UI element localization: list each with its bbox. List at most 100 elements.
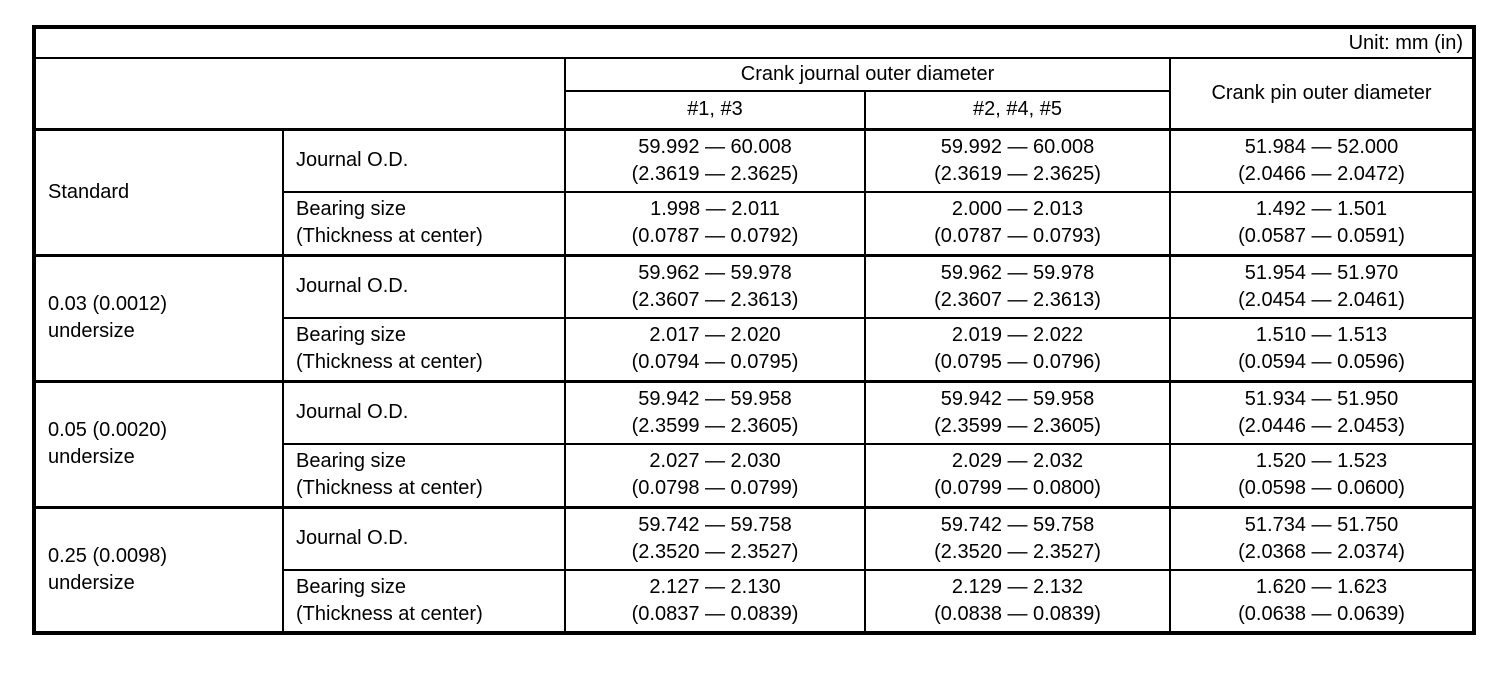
unit-label: Unit: mm (in) (32, 26, 1476, 59)
value-mm-line: 51.954 — 51.970 (1244, 261, 1399, 284)
spec-table-container: Unit: mm (in) Crank journal outer diamet… (32, 25, 1504, 635)
cell-journal-od-j245: 59.992 — 60.008 (2.3619 — 2.3625) (864, 128, 1171, 193)
value-in-line: (2.3520 — 2.3527) (934, 540, 1101, 563)
cell-bearing-pin: 1.620 — 1.623 (0.0638 — 0.0639) (1168, 569, 1476, 634)
value-in-line: (2.3607 — 2.3613) (631, 288, 799, 311)
table-row: Bearing size (Thickness at center) 2.127… (34, 569, 1476, 634)
cell-bearing-j13: 1.998 — 2.011 (0.0787 — 0.0792) (564, 191, 866, 257)
cell-journal-od-pin: 51.984 — 52.000 (2.0466 — 2.0472) (1168, 128, 1476, 193)
table-row: 0.05 (0.0020) undersize Journal O.D. 59.… (33, 380, 1476, 509)
value-mm-line: 2.129 — 2.132 (951, 576, 1084, 598)
cell-bearing-j245: 2.029 — 2.032 (0.0799 — 0.0800) (864, 443, 1171, 509)
value-in-line: (2.0454 — 2.0461) (1238, 288, 1405, 311)
value-mm-line: 2.027 — 2.030 (649, 450, 781, 473)
value-mm-line: 2.127 — 2.130 (649, 576, 781, 598)
value-mm-line: 59.962 — 59.978 (940, 261, 1095, 284)
value-in-line: (0.0837 — 0.0839) (631, 603, 799, 625)
value-in-line: (2.3599 — 2.3605) (631, 414, 799, 437)
size-label-003-undersize: 0.03 (0.0012) undersize (33, 254, 284, 383)
cell-journal-od-j245: 59.962 — 59.978 (2.3607 — 2.3613) (864, 254, 1171, 319)
cell-bearing-j245: 2.019 — 2.022 (0.0795 — 0.0796) (864, 317, 1171, 383)
value-in-line: (2.0446 — 2.0453) (1238, 414, 1405, 437)
cell-bearing-pin: 1.520 — 1.523 (0.0598 — 0.0600) (1168, 443, 1476, 509)
cell-journal-od-j245: 59.942 — 59.958 (2.3599 — 2.3605) (864, 380, 1171, 445)
cell-journal-od-j13: 59.992 — 60.008 (2.3619 — 2.3625) (564, 128, 866, 193)
value-mm-line: 2.017 — 2.020 (649, 324, 781, 347)
table-row: 0.25 (0.0098) undersize Journal O.D. 59.… (33, 506, 1476, 635)
size-label-025-undersize: 0.25 (0.0098) undersize (33, 506, 284, 635)
measure-label-journal-od: Journal O.D. (282, 380, 566, 445)
value-mm-line: 59.992 — 60.008 (940, 135, 1095, 158)
value-in-line: (2.3520 — 2.3527) (631, 540, 799, 563)
value-in-line: (0.0798 — 0.0799) (631, 477, 799, 500)
size-label-005-undersize: 0.05 (0.0020) undersize (33, 380, 284, 509)
value-in-line: (0.0638 — 0.0639) (1238, 603, 1405, 625)
measure-label-bearing-size: Bearing size (Thickness at center) (282, 443, 566, 509)
value-mm-line: 1.520 — 1.523 (1255, 450, 1388, 473)
cell-journal-od-j245: 59.742 — 59.758 (2.3520 — 2.3527) (864, 506, 1171, 571)
crankshaft-spec-table: Unit: mm (in) Crank journal outer diamet… (32, 25, 1477, 635)
cell-bearing-j245: 2.129 — 2.132 (0.0838 — 0.0839) (864, 569, 1171, 634)
value-mm-line: 2.000 — 2.013 (951, 198, 1084, 221)
value-mm-line: 2.019 — 2.022 (951, 324, 1084, 347)
value-in-line: (2.3619 — 2.3625) (934, 162, 1101, 185)
value-mm-line: 59.742 — 59.758 (638, 513, 792, 536)
value-in-line: (0.0794 — 0.0795) (631, 351, 799, 374)
cell-bearing-j13: 2.127 — 2.130 (0.0837 — 0.0839) (564, 569, 866, 634)
table-row: Bearing size (Thickness at center) 1.998… (34, 191, 1476, 257)
value-in-line: (0.0594 — 0.0596) (1238, 351, 1405, 374)
value-mm-line: 59.942 — 59.958 (940, 387, 1095, 410)
unit-row: Unit: mm (in) (32, 26, 1476, 59)
value-in-line: (0.0787 — 0.0793) (934, 225, 1101, 248)
measure-label-journal-od: Journal O.D. (282, 506, 566, 571)
cell-bearing-pin: 1.510 — 1.513 (0.0594 — 0.0596) (1168, 317, 1476, 383)
cell-journal-od-pin: 51.734 — 51.750 (2.0368 — 2.0374) (1168, 506, 1476, 571)
value-mm-line: 59.962 — 59.978 (638, 261, 792, 284)
cell-journal-od-j13: 59.742 — 59.758 (2.3520 — 2.3527) (564, 506, 866, 571)
value-mm-line: 51.934 — 51.950 (1244, 387, 1399, 410)
header-row-group: Crank journal outer diameter Crank pin o… (33, 57, 1476, 131)
value-mm-line: 1.998 — 2.011 (650, 198, 780, 221)
value-mm-line: 1.510 — 1.513 (1255, 324, 1388, 347)
cell-journal-od-pin: 51.934 — 51.950 (2.0446 — 2.0453) (1168, 380, 1476, 445)
size-label-standard: Standard (33, 128, 284, 257)
cell-journal-od-pin: 51.954 — 51.970 (2.0454 — 2.0461) (1168, 254, 1476, 319)
value-in-line: (0.0795 — 0.0796) (934, 351, 1101, 374)
value-in-line: (2.0368 — 2.0374) (1238, 540, 1405, 563)
value-mm-line: 59.942 — 59.958 (638, 387, 792, 410)
table-row: 0.03 (0.0012) undersize Journal O.D. 59.… (33, 254, 1476, 383)
value-in-line: (2.3619 — 2.3625) (631, 162, 799, 185)
value-in-line: (0.0787 — 0.0792) (631, 225, 799, 248)
header-journal-1-3: #1, #3 (564, 90, 866, 131)
header-row-journal-numbers: #1, #3 #2, #4, #5 (34, 90, 1474, 131)
value-in-line: (0.0587 — 0.0591) (1238, 225, 1405, 248)
value-in-line: (0.0838 — 0.0839) (934, 603, 1101, 625)
value-mm-line: 51.734 — 51.750 (1244, 513, 1399, 536)
value-in-line: (0.0799 — 0.0800) (934, 477, 1101, 500)
measure-label-bearing-size: Bearing size (Thickness at center) (282, 191, 566, 257)
value-in-line: (0.0598 — 0.0600) (1238, 477, 1405, 500)
table-row: Standard Journal O.D. 59.992 — 60.008 (2… (33, 128, 1476, 257)
table-row: Bearing size (Thickness at center) 2.027… (34, 443, 1476, 509)
measure-label-bearing-size: Bearing size (Thickness at center) (282, 569, 566, 634)
value-mm-line: 59.742 — 59.758 (940, 513, 1095, 536)
value-mm-line: 1.492 — 1.501 (1255, 198, 1388, 221)
cell-bearing-j13: 2.017 — 2.020 (0.0794 — 0.0795) (564, 317, 866, 383)
measure-label-journal-od: Journal O.D. (282, 128, 566, 193)
value-mm-line: 59.992 — 60.008 (638, 135, 792, 158)
value-mm-line: 1.620 — 1.623 (1255, 576, 1388, 598)
cell-bearing-j245: 2.000 — 2.013 (0.0787 — 0.0793) (864, 191, 1171, 257)
measure-label-bearing-size: Bearing size (Thickness at center) (282, 317, 566, 383)
header-crank-pin: Crank pin outer diameter (1168, 57, 1476, 131)
value-mm-line: 2.029 — 2.032 (951, 450, 1084, 473)
header-journal-2-4-5: #2, #4, #5 (864, 90, 1171, 131)
value-mm-line: 51.984 — 52.000 (1244, 135, 1399, 158)
cell-bearing-pin: 1.492 — 1.501 (0.0587 — 0.0591) (1168, 191, 1476, 257)
measure-label-journal-od: Journal O.D. (282, 254, 566, 319)
cell-journal-od-j13: 59.942 — 59.958 (2.3599 — 2.3605) (564, 380, 866, 445)
value-in-line: (2.3599 — 2.3605) (934, 414, 1101, 437)
value-in-line: (2.3607 — 2.3613) (934, 288, 1101, 311)
cell-journal-od-j13: 59.962 — 59.978 (2.3607 — 2.3613) (564, 254, 866, 319)
value-in-line: (2.0466 — 2.0472) (1238, 162, 1405, 185)
